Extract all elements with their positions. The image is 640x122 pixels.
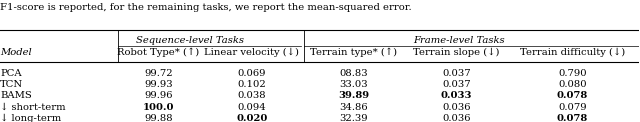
Text: 0.037: 0.037: [442, 80, 471, 89]
Text: Terrain type* (↑): Terrain type* (↑): [310, 48, 397, 57]
Text: 99.88: 99.88: [144, 114, 173, 122]
Text: Terrain slope (↓): Terrain slope (↓): [413, 48, 500, 57]
Text: 0.033: 0.033: [441, 91, 472, 100]
Text: 32.39: 32.39: [339, 114, 368, 122]
Text: 0.037: 0.037: [442, 69, 471, 78]
Text: 0.102: 0.102: [237, 80, 266, 89]
Text: 0.790: 0.790: [558, 69, 587, 78]
Text: 100.0: 100.0: [143, 103, 174, 112]
Text: 99.96: 99.96: [145, 91, 173, 100]
Text: 0.078: 0.078: [557, 114, 588, 122]
Text: 0.080: 0.080: [558, 80, 587, 89]
Text: 0.094: 0.094: [237, 103, 266, 112]
Text: 0.079: 0.079: [558, 103, 587, 112]
Text: Terrain difficulty (↓): Terrain difficulty (↓): [520, 48, 625, 57]
Text: 0.036: 0.036: [442, 103, 471, 112]
Text: ↓ short-term: ↓ short-term: [0, 103, 66, 112]
Text: Robot Type* (↑): Robot Type* (↑): [118, 48, 200, 57]
Text: BAMS: BAMS: [0, 91, 32, 100]
Text: 0.038: 0.038: [237, 91, 266, 100]
Text: 0.020: 0.020: [236, 114, 268, 122]
Text: Frame-level Tasks: Frame-level Tasks: [413, 36, 505, 45]
Text: 99.72: 99.72: [144, 69, 173, 78]
Text: F1-score is reported, for the remaining tasks, we report the mean-squared error.: F1-score is reported, for the remaining …: [0, 3, 412, 12]
Text: 34.86: 34.86: [339, 103, 368, 112]
Text: PCA: PCA: [0, 69, 22, 78]
Text: 99.93: 99.93: [144, 80, 173, 89]
Text: TCN: TCN: [0, 80, 23, 89]
Text: 39.89: 39.89: [338, 91, 369, 100]
Text: Sequence-level Tasks: Sequence-level Tasks: [136, 36, 244, 45]
Text: 33.03: 33.03: [339, 80, 368, 89]
Text: ↓ long-term: ↓ long-term: [0, 114, 61, 122]
Text: Model: Model: [0, 48, 32, 57]
Text: 0.069: 0.069: [237, 69, 266, 78]
Text: 0.078: 0.078: [557, 91, 588, 100]
Text: 0.036: 0.036: [442, 114, 471, 122]
Text: Linear velocity (↓): Linear velocity (↓): [204, 48, 300, 57]
Text: 08.83: 08.83: [339, 69, 368, 78]
